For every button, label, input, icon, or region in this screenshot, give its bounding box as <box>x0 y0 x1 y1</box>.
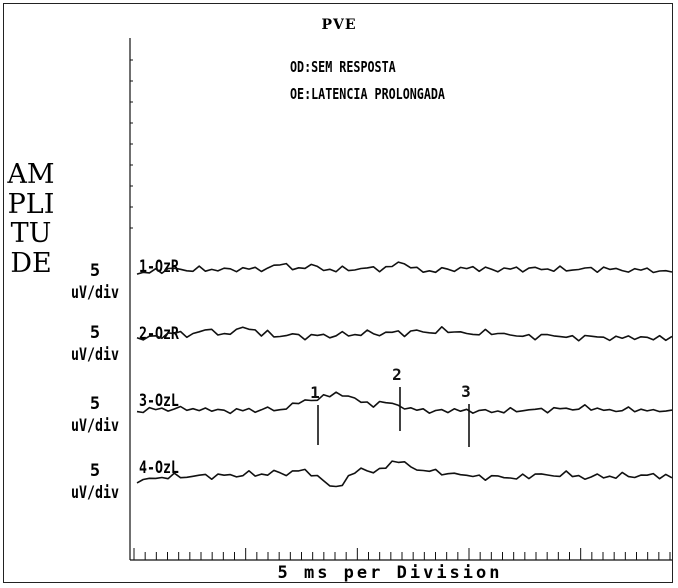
annotation-od: OD:SEM RESPOSTA <box>290 58 396 76</box>
scale-unit-4: uV/div <box>71 483 119 503</box>
peak-label-3: 3 <box>461 382 471 401</box>
trace-4 <box>136 460 673 488</box>
y-axis-label: AMPLITUDE <box>7 159 55 279</box>
trace-2 <box>136 326 673 342</box>
scale-unit-3: uV/div <box>71 416 119 436</box>
scale-label-1: 5 uV/div <box>62 260 128 304</box>
peak-label-1: 1 <box>310 383 320 402</box>
figure-frame <box>3 3 673 583</box>
scale-label-3: 5 uV/div <box>62 393 128 437</box>
scale-value-3: 5 <box>89 394 101 414</box>
channel-label-4: 4-OzL <box>139 458 179 478</box>
scale-value-1: 5 <box>89 261 101 281</box>
annotation-oe: OE:LATENCIA PROLONGADA <box>290 85 445 103</box>
channel-label-2: 2-OzR <box>139 324 179 344</box>
channel-label-3: 3-OzL <box>139 391 179 411</box>
scale-unit-1: uV/div <box>71 283 119 303</box>
chart-title: PVE <box>321 17 357 33</box>
scale-value-2: 5 <box>89 323 101 343</box>
scale-unit-2: uV/div <box>71 345 119 365</box>
channel-label-1: 1-OzR <box>139 257 179 277</box>
x-axis-label: 5 ms per Division <box>277 563 503 583</box>
scale-label-2: 5 uV/div <box>62 322 128 366</box>
scale-value-4: 5 <box>89 461 101 481</box>
scale-label-4: 5 uV/div <box>62 460 128 504</box>
trace-1 <box>136 261 673 275</box>
trace-3 <box>136 391 673 415</box>
peak-label-2: 2 <box>392 365 402 384</box>
